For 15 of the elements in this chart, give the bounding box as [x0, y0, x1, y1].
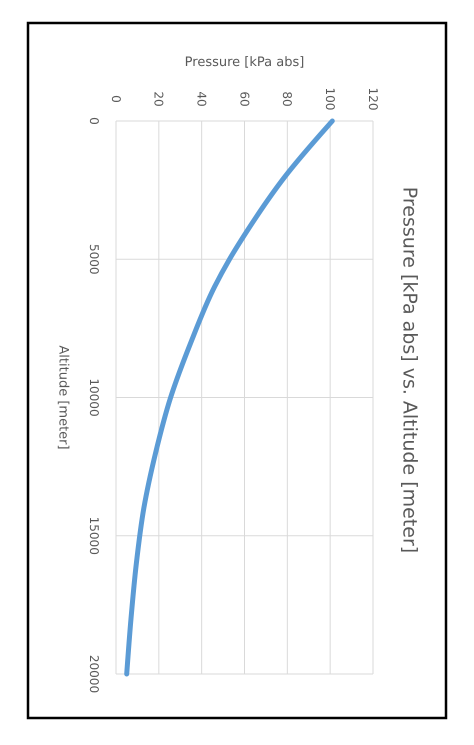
y-tick-label: 20000 — [86, 654, 101, 694]
x-tick-label: 60 — [237, 91, 252, 107]
text: Pressure [kPa abs] vs. Altitude [meter] — [398, 186, 420, 554]
x-tick-label: 80 — [280, 91, 294, 107]
x-tick-label: 40 — [194, 91, 208, 107]
y-tick-label: 10000 — [86, 378, 101, 417]
x-tick-label: 0 — [108, 95, 123, 103]
x-axis-title: Pressure [kPa abs] — [184, 55, 304, 70]
x-tick-label: 120 — [366, 88, 380, 110]
x-tick-label: 20 — [152, 91, 166, 107]
y-tick-label: 5000 — [86, 244, 101, 275]
x-tick-label: 100 — [322, 88, 337, 110]
y-tick-label: 15000 — [86, 516, 101, 555]
y-axis-title: Altitude [meter] — [55, 345, 70, 450]
y-tick-label: 0 — [86, 117, 101, 125]
